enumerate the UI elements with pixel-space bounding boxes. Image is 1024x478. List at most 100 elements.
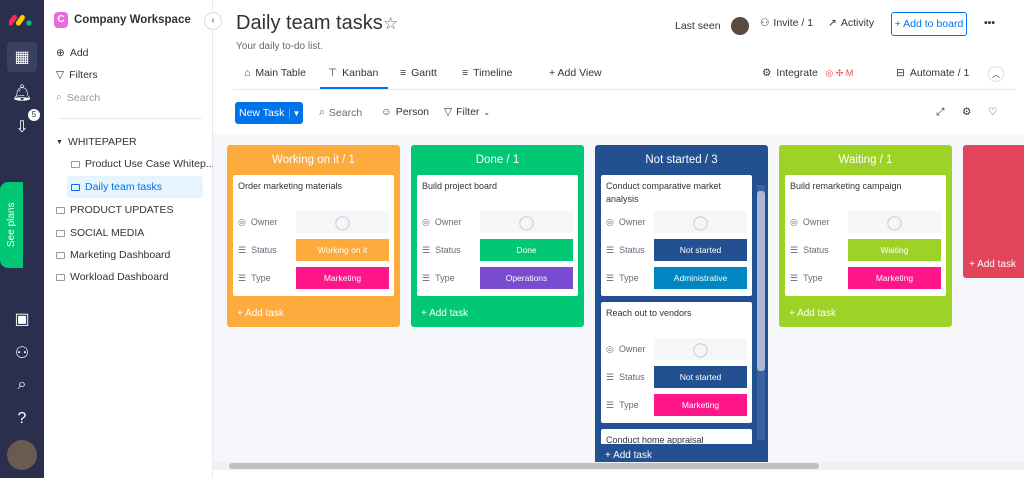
status-label[interactable]: Done	[480, 239, 573, 261]
last-seen[interactable]: Last seen	[675, 17, 750, 35]
owner-avatar-placeholder[interactable]: ◯	[848, 211, 941, 233]
tab-gantt[interactable]: ≡ Gantt	[400, 67, 437, 79]
automate-label: Automate / 1	[909, 67, 970, 79]
more-options-button[interactable]: •••	[984, 17, 996, 29]
type-label[interactable]: Marketing	[296, 267, 389, 289]
field-label: Status	[251, 245, 277, 255]
fullscreen-icon[interactable]: ⤢	[936, 106, 945, 118]
user-avatar[interactable]	[7, 440, 37, 470]
status-column-icon: ☰	[606, 244, 615, 255]
type-label[interactable]: Operations	[480, 267, 573, 289]
add-task-button[interactable]: + Add task	[237, 308, 284, 319]
horizontal-scrollbar[interactable]	[213, 462, 1024, 470]
tab-timeline[interactable]: ≡ Timeline	[462, 67, 512, 79]
workspace-grid-icon[interactable]: ▦	[7, 42, 37, 72]
activity-label: Activity	[840, 17, 875, 29]
sidebar-item-social-media[interactable]: SOCIAL MEDIA	[56, 227, 144, 239]
add-task-button[interactable]: + Add task	[421, 308, 468, 319]
new-task-label: New Task	[239, 107, 285, 119]
board-search[interactable]: ⌕ Search	[319, 106, 362, 119]
collapse-header-button[interactable]: ︿	[988, 66, 1004, 82]
type-label[interactable]: Marketing	[848, 267, 941, 289]
filter-button[interactable]: ▽ Filter ⌄	[444, 106, 490, 118]
see-plans-button[interactable]: See plans	[0, 182, 23, 268]
add-task-button[interactable]: + Add task	[969, 259, 1016, 270]
filters-button[interactable]: ▽ Filters	[56, 69, 98, 81]
field-label: Type	[619, 400, 639, 410]
automate-button[interactable]: ⊟ Automate / 1	[896, 67, 969, 79]
sidebar-item-marketing-dashboard[interactable]: Marketing Dashboard	[56, 249, 170, 261]
status-field: ☰ Status Working on it	[238, 236, 389, 264]
sidebar-search[interactable]: ⌕ Search	[56, 91, 100, 104]
calendar-icon[interactable]: ▣	[14, 311, 30, 328]
type-field: ☰ Type Marketing	[238, 264, 389, 292]
column-header[interactable]: Working on it / 1	[272, 154, 355, 166]
task-card[interactable]: Order marketing materials ◎ Owner ◯ ☰ Status W…	[233, 175, 394, 296]
task-name: Build remarketing campaign	[790, 181, 902, 191]
add-button[interactable]: ⊕ Add	[56, 47, 89, 59]
table-icon: ⌂	[244, 67, 251, 79]
board-main: Daily team tasks ☆ Your daily to-do list…	[213, 0, 1024, 478]
feedback-icon[interactable]: ♡	[988, 106, 998, 118]
type-field: ☰ Type Administrative	[606, 264, 747, 292]
column-header[interactable]: Waiting / 1	[838, 154, 893, 166]
board-icon	[56, 206, 65, 214]
integrate-button[interactable]: ⚙ Integrate ◎ ✣ M	[762, 67, 853, 79]
folder-whitepaper[interactable]: ▼ WHITEPAPER	[56, 136, 137, 148]
column-header[interactable]	[963, 145, 1024, 175]
settings-icon[interactable]: ⚙	[962, 106, 972, 118]
workspace-icon: C	[54, 12, 68, 28]
chevron-down-icon[interactable]: ▼	[289, 108, 303, 118]
search-icon[interactable]: ⌕	[17, 376, 27, 393]
person-filter-button[interactable]: ☺ Person	[381, 106, 429, 118]
sidebar-item-workload-dashboard[interactable]: Workload Dashboard	[56, 271, 168, 283]
person-icon: ☺	[381, 106, 392, 118]
tab-kanban[interactable]: ⊤ Kanban	[319, 67, 389, 89]
person-icon: ◎	[606, 216, 614, 227]
tab-main-table[interactable]: ⌂ Main Table	[244, 67, 306, 79]
column-header[interactable]: Not started / 3	[645, 154, 718, 166]
status-label[interactable]: Waiting	[848, 239, 941, 261]
workspace-selector[interactable]: C Company Workspace	[54, 12, 191, 28]
task-card[interactable]: Conduct comparative market analysis ◎ Owne…	[601, 175, 752, 296]
owner-field: ◎ Owner ◯	[606, 335, 747, 363]
sidebar-item-product-updates[interactable]: PRODUCT UPDATES	[56, 204, 173, 216]
activity-button[interactable]: ↗ Activity	[828, 17, 874, 29]
bell-icon[interactable]: 🔔︎	[11, 85, 33, 102]
add-to-board-button[interactable]: + Add to board	[891, 12, 967, 36]
owner-avatar-placeholder[interactable]: ◯	[296, 211, 389, 233]
task-card[interactable]: Build remarketing campaign ◎ Owner ◯ ☰ Status…	[785, 175, 946, 296]
collapse-sidebar-button[interactable]: ‹	[204, 12, 222, 30]
owner-avatar-placeholder[interactable]: ◯	[654, 211, 747, 233]
status-label[interactable]: Working on it	[296, 239, 389, 261]
sidebar-item-daily-team-tasks[interactable]: Daily team tasks	[67, 176, 203, 198]
type-label[interactable]: Administrative	[654, 267, 747, 289]
type-label[interactable]: Marketing	[654, 394, 747, 416]
status-label[interactable]: Not started	[654, 239, 747, 261]
inbox-icon[interactable]: ⇩	[15, 119, 29, 136]
invite-user-icon[interactable]: ⚇	[14, 345, 30, 362]
new-task-button[interactable]: New Task ▼	[235, 102, 303, 124]
status-column-icon: ☰	[606, 371, 615, 382]
owner-avatar-placeholder[interactable]: ◯	[480, 211, 573, 233]
task-card[interactable]: Build project board ◎ Owner ◯ ☰ Status Done ☰ Ty…	[417, 175, 578, 296]
search-icon: ⌕	[56, 91, 62, 103]
status-field: ☰ Status Waiting	[790, 236, 941, 264]
column-scrollbar[interactable]	[757, 185, 765, 440]
sidebar-item-product-use-case[interactable]: Product Use Case Whitep...	[71, 158, 215, 170]
status-label[interactable]: Not started	[654, 366, 747, 388]
task-card[interactable]: Reach out to vendors ◎ Owner ◯ ☰ Status Not st…	[601, 302, 752, 423]
dashboard-icon	[56, 273, 65, 281]
type-field: ☰ Type Marketing	[606, 391, 747, 419]
scrollbar-thumb[interactable]	[229, 463, 819, 469]
filter-icon: ▽	[444, 106, 453, 118]
inbox-count-badge: 5	[28, 109, 40, 121]
column-header[interactable]: Done / 1	[475, 154, 520, 166]
add-task-button[interactable]: + Add task	[789, 308, 836, 319]
add-view-button[interactable]: + Add View	[549, 67, 602, 79]
star-icon[interactable]: ☆	[383, 14, 399, 33]
invite-button[interactable]: ⚇ Invite / 1	[760, 17, 813, 29]
owner-avatar-placeholder[interactable]: ◯	[654, 338, 747, 360]
help-icon[interactable]: ?	[17, 410, 27, 427]
type-column-icon: ☰	[422, 272, 431, 283]
